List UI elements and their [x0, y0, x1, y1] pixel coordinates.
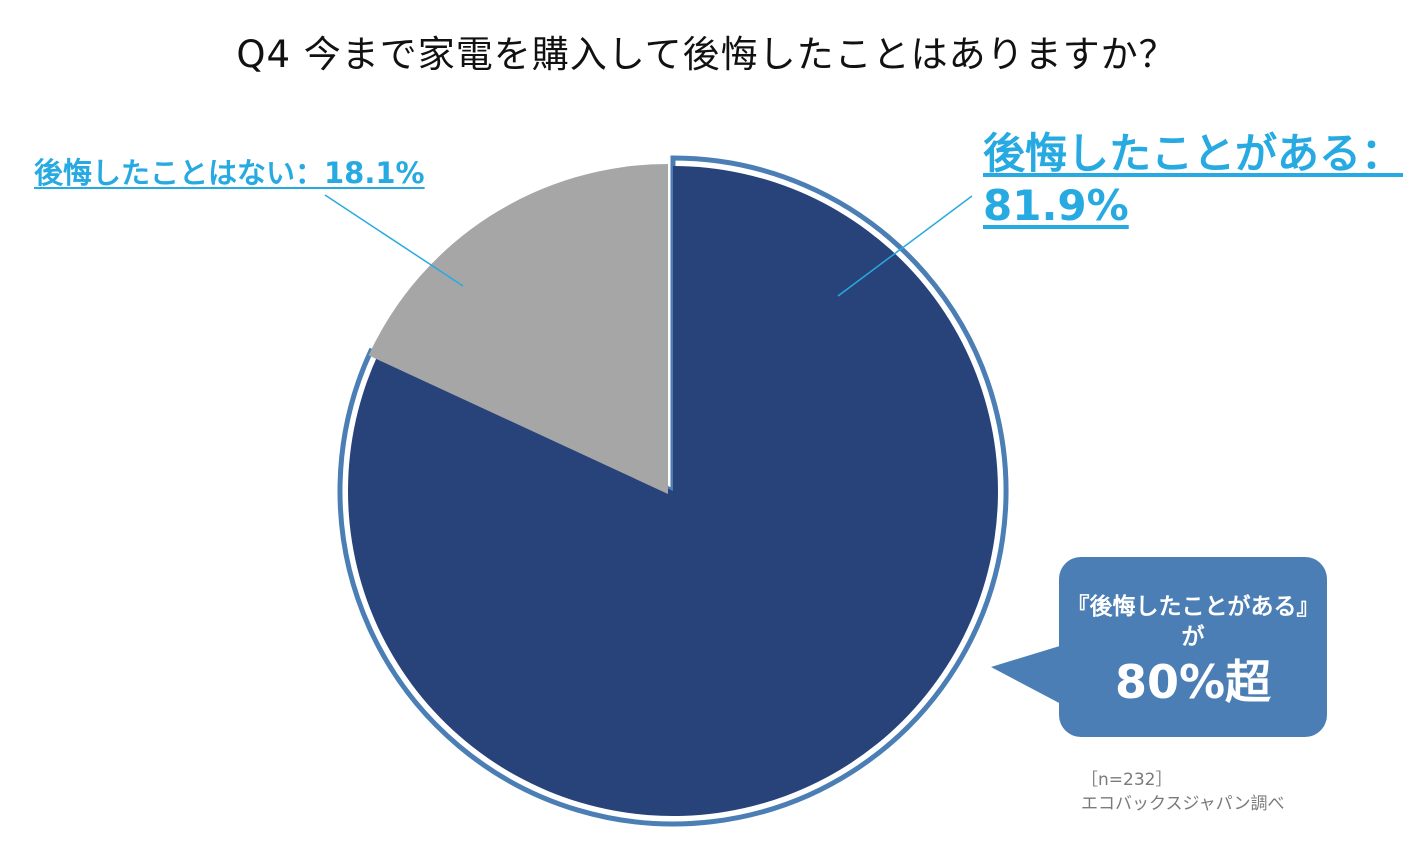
pie-slice-no-regret — [368, 164, 668, 494]
leader-line-no-regret — [324, 194, 464, 287]
chart-title: Q4 今まで家電を購入して後悔したことはありますか？ — [236, 33, 1177, 76]
label-regret-line2: 81.9% — [983, 181, 1129, 230]
callout-box: 『後悔したことがある』 が 80%超 — [1059, 557, 1327, 737]
callout-line2: が — [1181, 624, 1205, 650]
source-note: ［n=232］ エコバックスジャパン調べ — [1081, 768, 1285, 816]
label-regret-line1: 後悔したことがある： — [983, 129, 1404, 178]
sample-size: ［n=232］ — [1081, 770, 1173, 790]
callout-line3: 80%超 — [1114, 655, 1272, 709]
leader-line-regret — [837, 195, 973, 297]
label-regret: 後悔したことがある： 81.9% — [983, 128, 1403, 232]
callout-line1: 『後悔したことがある』 — [1066, 594, 1320, 620]
label-no-regret: 後悔したことはない：18.1% — [34, 156, 425, 190]
callout-tail — [991, 645, 1063, 705]
pie-slice-regret — [348, 166, 998, 817]
source-credit: エコバックスジャパン調べ — [1081, 794, 1285, 814]
